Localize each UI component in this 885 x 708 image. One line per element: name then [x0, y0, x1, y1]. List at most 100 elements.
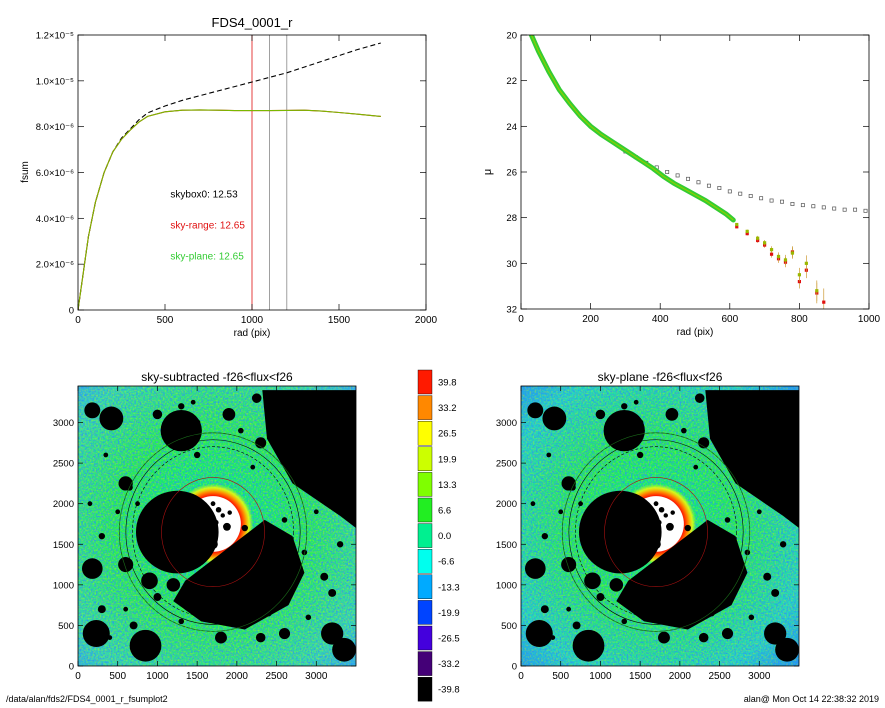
map1-core-speck — [223, 522, 231, 531]
map2-star-mask — [633, 399, 639, 405]
map2-ytick-label: 500 — [501, 621, 517, 632]
map2-ytick-label: 2500 — [496, 459, 517, 470]
map2-core-speck — [658, 506, 665, 513]
map2-star-mask — [524, 558, 546, 579]
map1-inner-arc — [161, 477, 265, 587]
map2-star-mask — [764, 622, 787, 645]
map1-star-mask — [193, 419, 201, 426]
map1-star-mask — [178, 403, 185, 410]
map1-xtick-label: 2500 — [265, 671, 288, 682]
fsum-annotation: skybox0: 12.53 — [170, 190, 238, 201]
colorbar-label: 6.6 — [438, 506, 451, 517]
map1-mask-slab-lower — [173, 519, 305, 630]
map2-star-mask — [621, 403, 628, 410]
mu-point-skybox — [759, 196, 764, 201]
map1-star-mask — [241, 524, 248, 532]
map2-xtick-label: 3000 — [748, 671, 771, 682]
map2-star-mask — [694, 393, 705, 403]
map1-star-mask — [162, 493, 168, 498]
map1-star-mask — [222, 408, 236, 421]
mu-point-skybox — [717, 186, 722, 190]
map1-star-mask — [321, 622, 344, 645]
map2-star-mask — [756, 509, 762, 515]
map1-xtick-label: 0 — [75, 671, 81, 682]
map1-star-mask — [278, 627, 291, 640]
map1-star-mask — [107, 635, 113, 640]
map1-xtick-label: 3000 — [305, 671, 328, 682]
map1-star-mask — [81, 558, 103, 579]
map2-star-mask — [763, 572, 772, 581]
mu-point-skybox — [686, 176, 690, 181]
mu-point-skybox — [811, 204, 816, 209]
map1-star-mask — [98, 532, 106, 540]
map2-annulus — [568, 439, 744, 625]
fsum-ytick-label: 6.0×10⁻⁶ — [36, 168, 74, 179]
map2-ytick-label: 2000 — [496, 499, 517, 510]
map1-star-mask — [146, 541, 153, 548]
mu-point-skybox — [780, 199, 784, 204]
map1-ytick-label: 3000 — [53, 418, 74, 429]
mu-point-sky-range — [735, 225, 739, 229]
map2-ytick-label: 1000 — [496, 580, 517, 591]
map2-star-mask — [636, 451, 644, 459]
map2-core-speck — [663, 513, 668, 518]
map2-xtick-label: 2000 — [669, 671, 692, 682]
map1-star-mask — [332, 637, 356, 662]
map2-star-mask — [698, 437, 710, 449]
colorbar-swatch — [417, 677, 433, 702]
colorbar-label: -26.5 — [438, 634, 460, 645]
map2-star-mask — [771, 588, 780, 597]
colorbar-swatch — [417, 472, 433, 497]
map1-star-mask — [208, 539, 218, 550]
mu-point-skybox — [665, 170, 670, 174]
map1-star-mask — [141, 572, 158, 590]
map1-star-mask — [118, 557, 134, 573]
map1-star-mask — [320, 572, 329, 581]
map2-xtick-label: 1500 — [629, 671, 652, 682]
map2-star-mask — [748, 614, 755, 621]
map1-star-mask — [305, 614, 312, 621]
mu-point-sky-plane — [776, 254, 781, 259]
map1-xtick-label: 500 — [109, 671, 126, 682]
mu-ytick-label: 24 — [506, 122, 517, 133]
map1-star-mask — [193, 451, 201, 459]
fsum-xtick-label: 2000 — [415, 315, 438, 326]
map2-star-mask — [681, 427, 687, 434]
colorbar-label: 19.9 — [438, 454, 457, 465]
mu-plot-frame — [520, 34, 870, 310]
colorbar-swatch — [417, 651, 433, 676]
map2-ytick-label: 0 — [512, 662, 517, 673]
map1-xtick-label: 2000 — [226, 671, 249, 682]
fsum-ytick-label: 0 — [69, 306, 74, 317]
map2-star-mask — [572, 621, 581, 630]
map1-star-mask — [255, 632, 266, 643]
map2-star-mask — [665, 408, 679, 421]
map1-star-mask — [99, 406, 124, 431]
colorbar-swatch — [417, 395, 433, 420]
map2-xtick-label: 2500 — [708, 671, 731, 682]
fsum-annotation: sky-plane: 12.65 — [170, 252, 244, 263]
mu-ytick-label: 20 — [506, 31, 517, 42]
sky-subtracted-map-frame — [77, 385, 357, 667]
map2-star-mask — [542, 406, 567, 431]
colorbar-swatch — [417, 523, 433, 548]
colorbar-swatch — [417, 625, 433, 651]
mu-point-skybox — [853, 207, 858, 212]
map1-star-mask — [103, 452, 109, 458]
colorbar-swatch — [417, 497, 433, 523]
colorbar-label: -6.6 — [438, 557, 454, 568]
mu-xtick-label: 400 — [652, 314, 669, 325]
mu-plot: 0 200 400 600 800 1000 20 22 24 26 28 30 32 rad (pix… — [482, 31, 881, 339]
fsum-ytick-label: 8.0×10⁻⁶ — [36, 122, 74, 133]
mu-point-sky-plane — [745, 229, 749, 233]
mu-point-sky-plane — [756, 236, 760, 240]
map1-star-mask — [84, 402, 101, 419]
colorbar-label: 33.2 — [438, 403, 457, 414]
colorbar-swatch — [417, 574, 433, 599]
map2-xtick-label: 0 — [518, 671, 524, 682]
map2-star-mask — [698, 632, 709, 643]
mu-point-skybox — [675, 173, 680, 178]
map2-core-speck — [670, 510, 675, 515]
mu-ytick-label: 32 — [506, 305, 517, 316]
map1-star-mask — [251, 393, 262, 403]
